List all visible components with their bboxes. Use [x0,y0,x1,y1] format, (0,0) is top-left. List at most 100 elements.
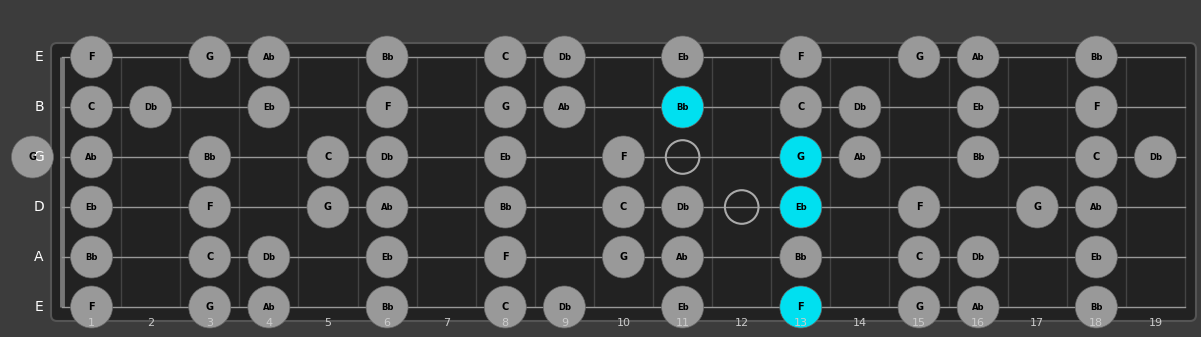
Text: Eb: Eb [677,303,688,311]
Text: Ab: Ab [972,53,985,61]
Circle shape [247,36,289,78]
Text: G: G [1033,202,1041,212]
Text: Db: Db [558,303,570,311]
Circle shape [307,136,349,178]
Circle shape [484,136,526,178]
Text: F: F [1093,102,1100,112]
Text: C: C [620,202,627,212]
Text: G: G [915,52,924,62]
Text: Ab: Ab [1091,203,1103,212]
Circle shape [307,186,349,228]
Circle shape [779,236,821,278]
Text: 6: 6 [383,318,390,328]
Text: Ab: Ab [972,303,985,311]
Circle shape [71,36,113,78]
Text: Bb: Bb [381,303,393,311]
Text: 11: 11 [676,318,689,328]
Circle shape [957,36,999,78]
Circle shape [662,286,704,328]
Text: Ab: Ab [85,153,97,161]
Text: E: E [35,50,43,64]
Circle shape [957,236,999,278]
Text: C: C [207,252,214,262]
Circle shape [898,286,940,328]
Text: 13: 13 [794,318,808,328]
FancyBboxPatch shape [50,43,1196,321]
Text: Ab: Ab [558,102,570,112]
Circle shape [189,186,231,228]
Circle shape [247,236,289,278]
Circle shape [603,186,645,228]
Circle shape [839,136,880,178]
Text: G: G [34,150,44,164]
Text: 16: 16 [972,318,985,328]
Text: F: F [88,52,95,62]
Text: 4: 4 [265,318,273,328]
Circle shape [662,186,704,228]
Text: B: B [34,100,43,114]
Circle shape [366,236,408,278]
Circle shape [247,86,289,128]
Circle shape [957,286,999,328]
Circle shape [779,86,821,128]
Text: F: F [915,202,922,212]
Text: F: F [797,302,805,312]
Text: C: C [797,102,805,112]
Circle shape [71,236,113,278]
Circle shape [779,286,821,328]
Circle shape [71,286,113,328]
Circle shape [957,136,999,178]
Text: G: G [796,152,805,162]
Text: Eb: Eb [381,252,393,262]
Text: Eb: Eb [795,203,807,212]
Text: Db: Db [676,203,689,212]
Circle shape [1135,136,1177,178]
Text: Ab: Ab [854,153,866,161]
Text: C: C [88,102,95,112]
Text: Ab: Ab [263,53,275,61]
Circle shape [957,86,999,128]
Circle shape [189,136,231,178]
Text: C: C [324,152,331,162]
Circle shape [603,136,645,178]
Text: G: G [205,52,214,62]
Circle shape [247,286,289,328]
Text: 12: 12 [735,318,748,328]
Circle shape [189,286,231,328]
Text: F: F [620,152,627,162]
Circle shape [484,36,526,78]
Text: E: E [35,300,43,314]
Circle shape [366,86,408,128]
Text: 15: 15 [912,318,926,328]
Circle shape [839,86,880,128]
Circle shape [1075,136,1117,178]
Text: 5: 5 [324,318,331,328]
Text: Eb: Eb [973,102,984,112]
Text: Ab: Ab [263,303,275,311]
Text: 19: 19 [1148,318,1163,328]
Text: Bb: Bb [1091,53,1103,61]
Text: G: G [915,302,924,312]
Circle shape [1075,186,1117,228]
Text: Eb: Eb [263,102,275,112]
Circle shape [543,36,585,78]
Circle shape [1075,236,1117,278]
Circle shape [366,136,408,178]
Circle shape [1075,286,1117,328]
Circle shape [366,186,408,228]
Circle shape [779,36,821,78]
Text: 9: 9 [561,318,568,328]
Text: Eb: Eb [500,153,512,161]
Circle shape [1075,86,1117,128]
Text: A: A [35,250,43,264]
Text: 10: 10 [616,318,631,328]
Circle shape [484,186,526,228]
Text: G: G [620,252,627,262]
Text: Eb: Eb [1091,252,1103,262]
Text: Db: Db [854,102,866,112]
Circle shape [189,36,231,78]
Text: Db: Db [1149,153,1161,161]
Circle shape [71,86,113,128]
Text: G: G [205,302,214,312]
Text: Bb: Bb [381,53,393,61]
